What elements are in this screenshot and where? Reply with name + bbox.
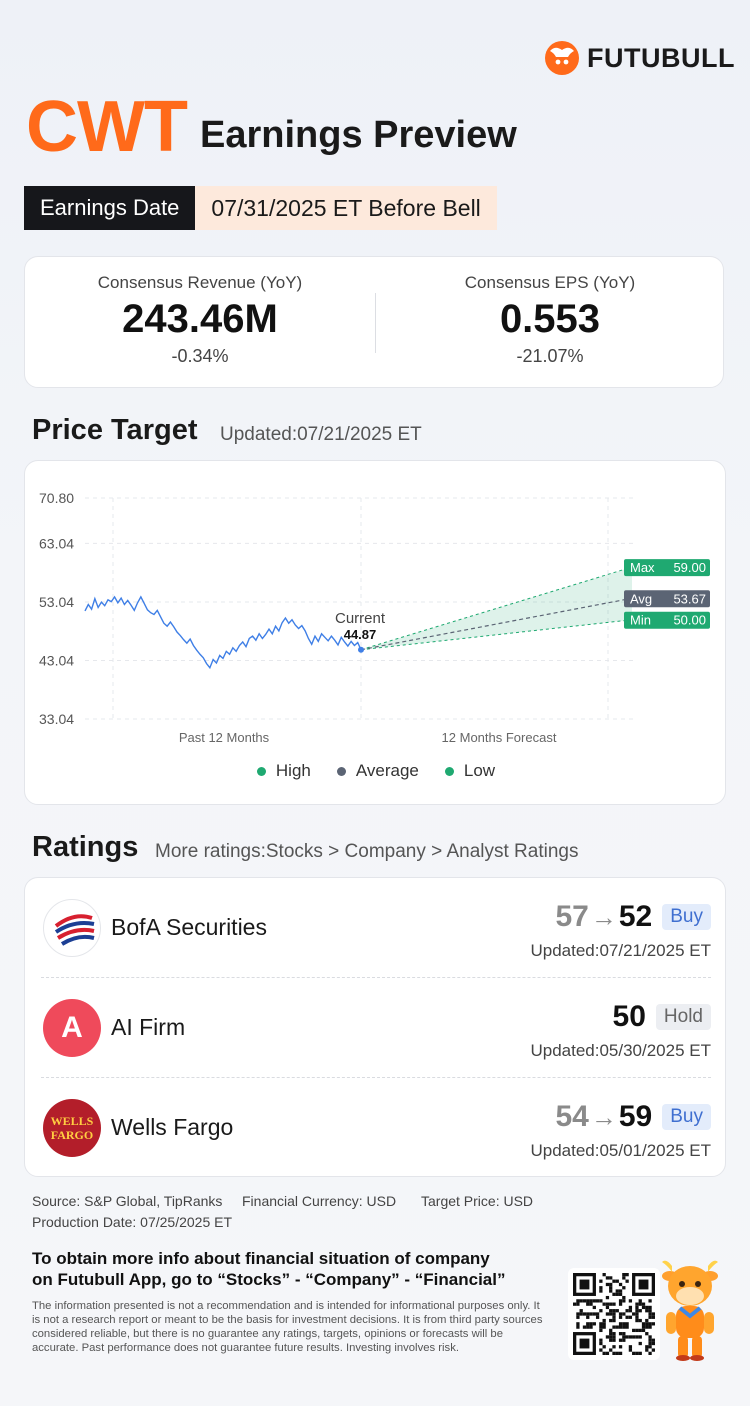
wells-fargo-logo-icon: WELLS FARGO <box>43 1099 101 1157</box>
firm-name: AI Firm <box>111 1014 186 1040</box>
x-label-forecast: 12 Months Forecast <box>442 730 557 745</box>
current-price-point <box>358 646 364 653</box>
revenue-label: Consensus Revenue (YoY) <box>97 273 303 292</box>
eps-label: Consensus EPS (YoY) <box>464 273 636 292</box>
eps-value: 0.553 <box>499 297 601 341</box>
y-tick-label: 33.04 <box>39 711 74 727</box>
forecast-high-line <box>360 566 633 651</box>
revenue-change: -0.34% <box>171 346 229 366</box>
forecast-max-tag-value: 59.00 <box>673 560 706 575</box>
bull-mascot-icon <box>662 1260 718 1361</box>
forecast-avg-tag-value: 53.67 <box>673 591 706 606</box>
x-label-past: Past 12 Months <box>179 730 270 745</box>
revenue-value: 243.46M <box>122 297 278 341</box>
app-cta: To obtain more info about financial situ… <box>32 1248 552 1290</box>
brand-logo: FUTUBULL <box>543 38 735 78</box>
eps-change: -21.07% <box>516 346 584 366</box>
rating-row[interactable]: BofA Securities 57 → 52 Buy Updated:07/2… <box>41 878 711 978</box>
ticker-symbol: CWT <box>26 87 188 167</box>
qr-code-icon[interactable] <box>568 1268 660 1360</box>
bull-logo-icon <box>545 41 579 75</box>
consensus-card: Consensus Revenue (YoY) 243.46M -0.34% C… <box>24 256 724 388</box>
legend-dot-average <box>336 766 346 776</box>
forecast-min-tag-label: Min <box>630 613 651 628</box>
rating-updated: Updated:07/21/2025 ET <box>530 941 711 960</box>
new-price: 52 <box>618 900 653 933</box>
ratings-title: Ratings <box>32 831 139 863</box>
consensus-revenue: Consensus Revenue (YoY) 243.46M -0.34% <box>25 257 375 389</box>
footer-currency: Financial Currency: USD <box>242 1193 397 1209</box>
ai-firm-logo-icon: A <box>43 999 101 1057</box>
forecast-max-tag-label: Max <box>630 560 655 575</box>
legend-item-average: Average <box>336 761 419 781</box>
rating-updated: Updated:05/30/2025 ET <box>530 1041 711 1060</box>
current-value-label: 44.87 <box>344 627 377 642</box>
arrow-right-icon: → <box>590 901 617 932</box>
forecast-avg-tag-label: Avg <box>630 591 652 606</box>
disclaimer: The information presented is not a recom… <box>32 1300 543 1354</box>
y-tick-label: 43.04 <box>39 652 74 668</box>
page-title: Earnings Preview <box>200 114 517 156</box>
cta-line-1: To obtain more info about financial situ… <box>32 1249 490 1268</box>
y-tick-label: 53.04 <box>39 594 74 610</box>
rating-badge: Buy <box>662 1104 711 1130</box>
legend-item-low: Low <box>444 761 496 781</box>
forecast-min-tag-value: 50.00 <box>673 613 706 628</box>
rating-badge: Hold <box>655 1004 711 1030</box>
bofa-logo-icon <box>43 899 101 957</box>
cta-line-2: on Futubull App, go to “Stocks” - “Compa… <box>32 1270 506 1289</box>
forecast-average-line <box>360 597 633 651</box>
price-target-change: 57 → 52 Buy <box>555 900 711 934</box>
brand-name: FUTUBULL <box>587 42 735 73</box>
more-ratings-link[interactable]: More ratings:Stocks > Company > Analyst … <box>155 841 579 862</box>
footer-production-date: Production Date: 07/25/2025 ET <box>32 1214 233 1230</box>
firm-name: BofA Securities <box>111 914 267 940</box>
arrow-right-icon: → <box>590 1101 617 1132</box>
forecast-min-tag <box>624 611 710 629</box>
current-label: Current <box>335 610 386 627</box>
old-price: 54 <box>555 1100 589 1133</box>
price-target-chart: 70.80 63.04 53.04 43.04 33.04 Current 44.87 Max… <box>24 460 726 805</box>
consensus-eps: Consensus EPS (YoY) 0.553 -21.07% <box>375 257 725 389</box>
price-target-updated: Updated:07/21/2025 ET <box>220 424 422 445</box>
consensus-divider <box>375 293 376 353</box>
chart-legend: High Average Low <box>25 761 725 781</box>
new-price: 50 <box>612 1000 646 1033</box>
earnings-date-label: Earnings Date <box>24 186 196 230</box>
legend-label-average: Average <box>355 761 419 780</box>
firm-name: Wells Fargo <box>111 1114 234 1140</box>
forecast-avg-tag <box>624 590 710 608</box>
old-price: 57 <box>555 900 589 933</box>
history-series-line <box>84 595 362 670</box>
price-target-change: 54 → 59 Buy <box>555 1100 711 1134</box>
footer-source: Source: S&P Global, TipRanks <box>32 1193 223 1209</box>
legend-dot-low <box>444 766 454 776</box>
legend-label-high: High <box>275 761 311 780</box>
rating-updated: Updated:05/01/2025 ET <box>530 1141 711 1160</box>
rating-row[interactable]: WELLS FARGO Wells Fargo 54 → 59 Buy Upda… <box>41 1078 711 1178</box>
ai-firm-logo-letter: A <box>61 1011 83 1044</box>
qr-code-pattern <box>573 1273 655 1355</box>
wells-fargo-logo-text: WELLS <box>50 1114 94 1128</box>
rating-badge: Buy <box>662 904 711 930</box>
new-price: 59 <box>618 1100 653 1133</box>
rating-row[interactable]: A AI Firm 50 Hold Updated:05/30/2025 ET <box>41 978 711 1078</box>
price-target-title: Price Target <box>32 414 198 446</box>
y-tick-label: 70.80 <box>39 490 74 506</box>
earnings-date-bar: Earnings Date 07/31/2025 ET Before Bell <box>24 186 497 230</box>
legend-label-low: Low <box>463 761 496 780</box>
wells-fargo-logo-text: FARGO <box>50 1128 94 1142</box>
legend-item-high: High <box>256 761 311 781</box>
earnings-date-value: 07/31/2025 ET Before Bell <box>195 186 497 230</box>
forecast-max-tag <box>624 559 710 577</box>
ratings-card: BofA Securities 57 → 52 Buy Updated:07/2… <box>24 877 726 1177</box>
footer-target-price: Target Price: USD <box>421 1193 534 1209</box>
price-target-change: 50 Hold <box>613 1000 711 1034</box>
legend-dot-high <box>256 766 266 776</box>
y-tick-label: 63.04 <box>39 535 74 551</box>
